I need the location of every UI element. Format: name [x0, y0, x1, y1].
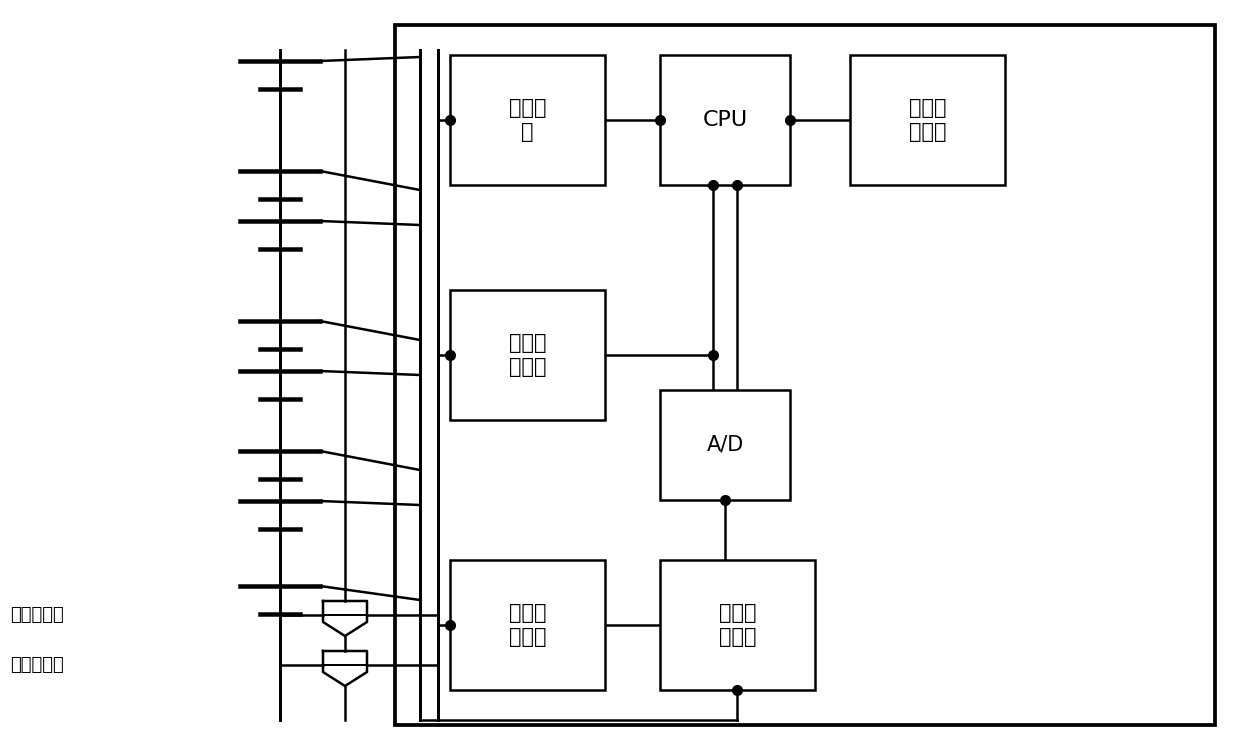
Bar	[849, 55, 1004, 185]
Text: 电压均
衡模块: 电压均 衡模块	[508, 333, 547, 376]
Text: 电流采
集模块: 电流采 集模块	[508, 603, 547, 647]
Bar	[450, 290, 605, 420]
Bar	[396, 25, 1215, 725]
Text: A/D: A/D	[707, 435, 744, 455]
Bar	[660, 55, 790, 185]
Text: 温度传感器: 温度传感器	[10, 656, 63, 674]
Text: CPU: CPU	[702, 110, 748, 130]
Text: 温度采
集模块: 温度采 集模块	[719, 603, 756, 647]
Bar	[450, 55, 605, 185]
Text: 放电负
载: 放电负 载	[508, 99, 547, 142]
Text: 电流传感器: 电流传感器	[10, 606, 63, 624]
Bar	[450, 560, 605, 690]
Bar	[660, 560, 815, 690]
Bar	[660, 390, 790, 500]
Text: 人机交
互模块: 人机交 互模块	[909, 99, 946, 142]
